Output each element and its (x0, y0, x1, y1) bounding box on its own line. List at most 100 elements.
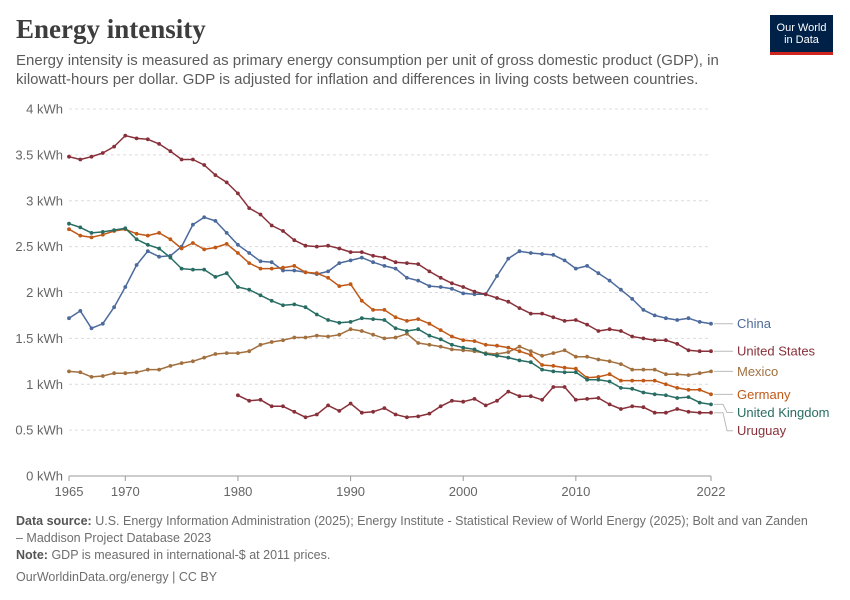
data-point[interactable] (247, 251, 252, 255)
data-point[interactable] (472, 292, 477, 297)
data-point[interactable] (145, 249, 150, 254)
data-point[interactable] (303, 243, 308, 248)
data-point[interactable] (89, 375, 94, 379)
data-point[interactable] (630, 367, 635, 372)
data-point[interactable] (652, 378, 657, 383)
data-point[interactable] (573, 318, 578, 322)
data-point[interactable] (337, 261, 342, 265)
data-point[interactable] (405, 319, 409, 323)
data-point[interactable] (337, 332, 342, 337)
data-point[interactable] (224, 231, 229, 235)
data-point[interactable] (359, 255, 364, 260)
data-point[interactable] (528, 353, 533, 357)
legend-item-uruguay[interactable]: Uruguay (714, 412, 787, 439)
data-point[interactable] (269, 404, 274, 409)
data-point[interactable] (585, 397, 589, 401)
series-line[interactable] (68, 228, 712, 395)
data-point[interactable] (506, 355, 511, 360)
data-point[interactable] (630, 334, 635, 339)
data-point[interactable] (123, 226, 128, 231)
data-point[interactable] (573, 370, 578, 375)
data-point[interactable] (596, 271, 601, 276)
data-point[interactable] (551, 369, 556, 374)
legend-item-united-states[interactable]: United States (714, 344, 816, 359)
data-point[interactable] (405, 415, 409, 420)
data-point[interactable] (528, 251, 533, 255)
data-point[interactable] (393, 266, 398, 271)
data-point[interactable] (427, 284, 432, 288)
data-point[interactable] (100, 230, 105, 234)
data-point[interactable] (202, 355, 207, 360)
data-point[interactable] (641, 336, 646, 341)
data-point[interactable] (281, 229, 285, 233)
data-point[interactable] (292, 335, 297, 340)
data-point[interactable] (258, 259, 263, 264)
data-point[interactable] (236, 242, 240, 247)
data-point[interactable] (100, 151, 105, 155)
data-point[interactable] (258, 397, 263, 402)
data-point[interactable] (517, 344, 522, 349)
data-point[interactable] (134, 237, 139, 242)
data-point[interactable] (393, 260, 398, 265)
data-point[interactable] (191, 157, 195, 162)
data-point[interactable] (630, 386, 635, 391)
data-point[interactable] (89, 154, 94, 159)
data-point[interactable] (675, 342, 680, 346)
data-point[interactable] (393, 315, 398, 320)
data-point[interactable] (686, 409, 691, 414)
data-point[interactable] (382, 255, 387, 260)
data-point[interactable] (348, 401, 353, 406)
data-point[interactable] (686, 348, 691, 353)
data-point[interactable] (236, 351, 240, 355)
data-point[interactable] (281, 338, 285, 343)
legend-item-mexico[interactable]: Mexico (714, 364, 778, 379)
data-point[interactable] (405, 261, 409, 265)
data-point[interactable] (405, 329, 409, 333)
data-point[interactable] (258, 342, 263, 347)
data-point[interactable] (416, 341, 421, 345)
data-point[interactable] (337, 320, 342, 325)
data-point[interactable] (652, 410, 657, 415)
data-point[interactable] (337, 246, 342, 251)
data-point[interactable] (450, 334, 454, 339)
data-point[interactable] (359, 316, 364, 321)
data-point[interactable] (686, 373, 691, 377)
data-point[interactable] (528, 394, 533, 399)
data-point[interactable] (145, 233, 150, 238)
data-point[interactable] (258, 266, 263, 271)
data-point[interactable] (551, 351, 556, 355)
data-point[interactable] (134, 370, 139, 375)
data-point[interactable] (607, 359, 612, 364)
data-point[interactable] (157, 254, 162, 259)
data-point[interactable] (348, 327, 353, 332)
legend-item-china[interactable]: China (714, 316, 772, 331)
data-point[interactable] (303, 335, 308, 340)
data-point[interactable] (438, 404, 443, 409)
data-point[interactable] (292, 264, 297, 268)
data-point[interactable] (540, 363, 544, 367)
data-point[interactable] (450, 286, 454, 291)
data-point[interactable] (652, 367, 657, 372)
data-point[interactable] (641, 308, 646, 312)
data-point[interactable] (472, 347, 477, 352)
data-point[interactable] (191, 241, 195, 245)
data-point[interactable] (134, 263, 139, 267)
data-point[interactable] (630, 297, 635, 301)
data-point[interactable] (269, 298, 274, 303)
data-point[interactable] (573, 354, 578, 359)
data-point[interactable] (359, 329, 364, 333)
data-point[interactable] (359, 410, 364, 415)
data-point[interactable] (179, 361, 184, 365)
data-point[interactable] (416, 278, 421, 283)
data-point[interactable] (202, 215, 207, 220)
data-point[interactable] (112, 371, 116, 376)
data-point[interactable] (675, 386, 680, 390)
data-point[interactable] (483, 352, 488, 356)
data-point[interactable] (314, 271, 319, 276)
data-point[interactable] (123, 371, 128, 376)
data-point[interactable] (697, 371, 702, 376)
data-point[interactable] (281, 404, 285, 409)
data-point[interactable] (236, 191, 240, 196)
data-point[interactable] (528, 360, 533, 365)
owid-logo[interactable]: Our World in Data (770, 15, 833, 55)
